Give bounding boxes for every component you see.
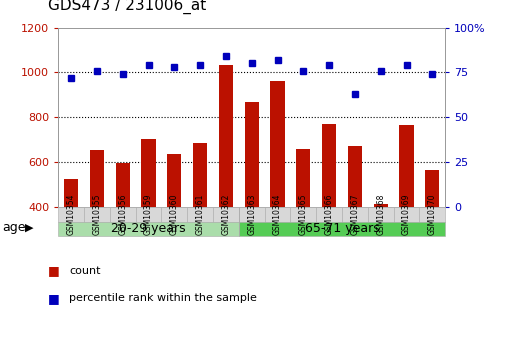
Bar <box>245 101 259 207</box>
FancyBboxPatch shape <box>239 221 445 236</box>
Bar <box>425 170 439 207</box>
FancyBboxPatch shape <box>110 207 136 221</box>
FancyBboxPatch shape <box>213 207 239 221</box>
FancyBboxPatch shape <box>58 221 239 236</box>
Bar <box>142 139 156 207</box>
Bar <box>90 150 104 207</box>
Text: GSM10370: GSM10370 <box>428 194 437 235</box>
FancyBboxPatch shape <box>368 207 394 221</box>
Text: 65-71 years: 65-71 years <box>305 223 379 236</box>
Text: ■: ■ <box>48 292 59 305</box>
Bar <box>64 179 78 207</box>
Bar <box>374 204 388 207</box>
Text: GSM10363: GSM10363 <box>248 194 256 235</box>
Bar <box>270 81 285 207</box>
Text: GSM10359: GSM10359 <box>144 194 153 235</box>
Text: GSM10367: GSM10367 <box>350 194 359 235</box>
FancyBboxPatch shape <box>136 207 162 221</box>
FancyBboxPatch shape <box>58 207 84 221</box>
Bar <box>219 65 233 207</box>
Bar <box>296 149 311 207</box>
Text: percentile rank within the sample: percentile rank within the sample <box>69 294 257 303</box>
Text: count: count <box>69 266 100 276</box>
FancyBboxPatch shape <box>394 207 419 221</box>
Bar <box>116 163 130 207</box>
Text: GDS473 / 231006_at: GDS473 / 231006_at <box>48 0 206 14</box>
Text: ■: ■ <box>48 264 59 277</box>
FancyBboxPatch shape <box>419 207 445 221</box>
Text: GSM10369: GSM10369 <box>402 194 411 235</box>
Text: GSM10365: GSM10365 <box>299 194 308 235</box>
Text: GSM10366: GSM10366 <box>325 194 333 235</box>
Bar <box>167 154 181 207</box>
Text: GSM10355: GSM10355 <box>93 194 101 235</box>
Text: age: age <box>3 221 26 234</box>
FancyBboxPatch shape <box>84 207 110 221</box>
FancyBboxPatch shape <box>290 207 316 221</box>
FancyBboxPatch shape <box>162 207 187 221</box>
FancyBboxPatch shape <box>316 207 342 221</box>
FancyBboxPatch shape <box>187 207 213 221</box>
FancyBboxPatch shape <box>264 207 290 221</box>
Text: GSM10361: GSM10361 <box>196 194 205 235</box>
Bar <box>400 125 413 207</box>
Text: GSM10362: GSM10362 <box>222 194 231 235</box>
Text: GSM10368: GSM10368 <box>376 194 385 235</box>
Text: GSM10356: GSM10356 <box>118 194 127 235</box>
Text: GSM10354: GSM10354 <box>67 194 76 235</box>
Text: 20-29 years: 20-29 years <box>111 223 186 236</box>
FancyBboxPatch shape <box>239 207 264 221</box>
Text: GSM10364: GSM10364 <box>273 194 282 235</box>
Bar <box>348 146 362 207</box>
Text: ▶: ▶ <box>25 223 34 233</box>
Bar <box>193 143 207 207</box>
Bar <box>322 124 336 207</box>
FancyBboxPatch shape <box>342 207 368 221</box>
Text: GSM10360: GSM10360 <box>170 194 179 235</box>
